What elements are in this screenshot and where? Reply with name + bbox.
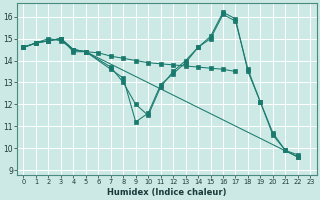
X-axis label: Humidex (Indice chaleur): Humidex (Indice chaleur): [107, 188, 227, 197]
